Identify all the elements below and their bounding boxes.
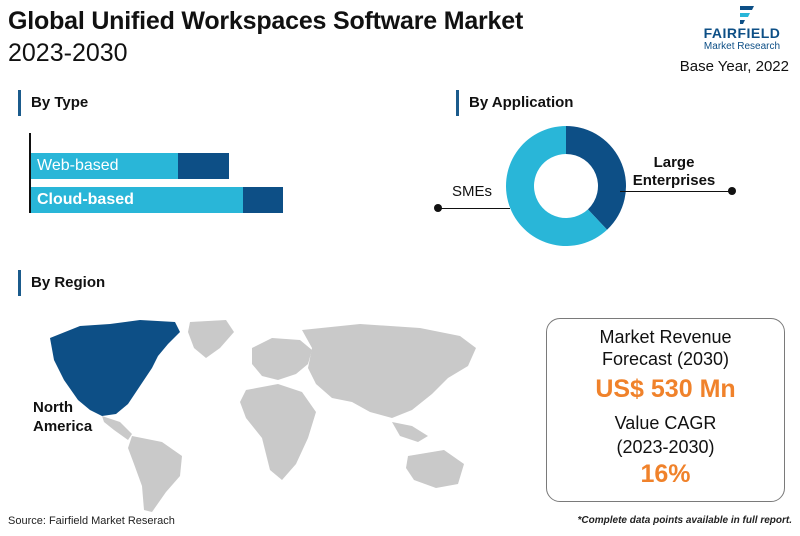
donut-slice-large-enterprises	[566, 126, 626, 230]
revenue-label: Market Revenue Forecast (2030)	[599, 327, 732, 369]
bar-segment-light	[31, 153, 178, 179]
type-label-web-based: Web-based	[37, 157, 119, 174]
type-bar-web-based	[31, 153, 229, 179]
leader-line-smes	[438, 208, 510, 209]
brand-logo: FAIRFIELD Market Research	[692, 4, 792, 56]
forecast-panel: Market Revenue Forecast (2030) US$ 530 Mn…	[546, 318, 785, 502]
fairfield-logo-icon	[740, 6, 754, 24]
type-bar-cloud-based	[31, 187, 283, 213]
region-asia	[302, 324, 476, 418]
label-smes: SMEs	[452, 183, 493, 200]
label-north-america: North America	[33, 399, 93, 435]
logo-tagline: Market Research	[703, 41, 781, 52]
leader-dot-large	[728, 187, 736, 195]
region-europe	[252, 338, 312, 380]
world-map	[50, 320, 476, 512]
region-north-america	[50, 320, 180, 416]
bar-segment-dark	[177, 153, 229, 179]
donut-slice-smes	[506, 126, 608, 246]
label-large-enterprises: Large Enterprises	[632, 154, 716, 189]
cagr-label: Value CAGR (2023-2030)	[614, 413, 717, 457]
region-africa	[240, 384, 316, 480]
source-note: Source: Fairfield Market Reserach	[8, 515, 175, 527]
region-central-america	[102, 416, 132, 440]
region-southeast-asia	[392, 422, 428, 442]
page-title: Global Unified Workspaces Software Marke…	[8, 7, 524, 35]
section-by-application: By Application	[456, 90, 573, 116]
region-south-america	[128, 436, 182, 512]
application-donut-chart	[506, 126, 626, 246]
type-axis	[29, 133, 31, 213]
revenue-value: US$ 530 Mn	[595, 375, 736, 403]
bar-segment-light	[31, 187, 243, 213]
section-by-type: By Type	[18, 90, 88, 116]
leader-line-large	[620, 191, 732, 192]
logo-name: FAIRFIELD	[703, 25, 781, 41]
section-by-region: By Region	[18, 270, 105, 296]
region-oceania	[406, 450, 464, 488]
bar-segment-dark	[242, 187, 283, 213]
type-label-cloud-based: Cloud-based	[37, 191, 134, 208]
footnote: *Complete data points available in full …	[577, 515, 792, 526]
cagr-value: 16%	[640, 460, 691, 488]
region-greenland	[188, 320, 234, 358]
base-year: Base Year, 2022	[679, 58, 789, 75]
page-subtitle: 2023-2030	[8, 39, 128, 67]
